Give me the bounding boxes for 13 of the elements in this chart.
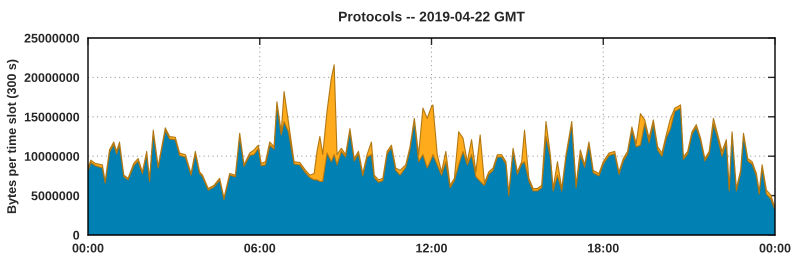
chart-title: Protocols -- 2019-04-22 GMT xyxy=(339,11,525,22)
y-tick-label: 10000000 xyxy=(24,152,80,161)
y-tick-label: 20000000 xyxy=(24,73,80,82)
x-tick-label: 00:00 xyxy=(72,244,104,253)
y-axis-title: Bytes per time slot (300 s) xyxy=(6,60,18,214)
x-tick-label: 12:00 xyxy=(416,244,447,253)
y-tick-label: 25000000 xyxy=(24,34,80,43)
y-tick-label: 5000000 xyxy=(31,191,80,200)
y-tick-label: 0 xyxy=(73,230,80,240)
x-tick-label: 00:00 xyxy=(760,244,790,253)
x-tick-label: 18:00 xyxy=(588,244,619,253)
y-tick-label: 15000000 xyxy=(24,112,80,122)
x-tick-label: 06:00 xyxy=(244,244,276,253)
